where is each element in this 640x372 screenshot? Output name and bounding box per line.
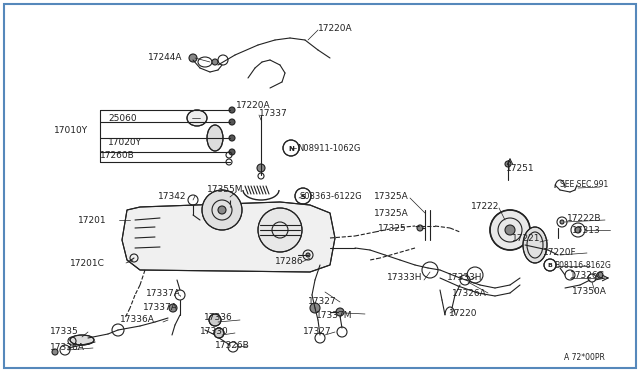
Circle shape [212, 59, 218, 65]
Text: 17221: 17221 [512, 234, 541, 243]
Text: 17325A: 17325A [374, 192, 409, 201]
Text: 17251: 17251 [506, 164, 534, 173]
Text: 17330: 17330 [200, 327, 228, 337]
Circle shape [417, 225, 423, 231]
Circle shape [229, 107, 235, 113]
Text: 17220A: 17220A [236, 100, 271, 109]
Text: 17220: 17220 [449, 308, 477, 317]
Text: 17220F: 17220F [543, 247, 577, 257]
Text: 17327: 17327 [308, 298, 337, 307]
Text: 17337: 17337 [259, 109, 288, 118]
Text: 17222B: 17222B [567, 214, 602, 222]
Text: 17010Y: 17010Y [54, 125, 88, 135]
Text: 17333H: 17333H [387, 273, 422, 282]
Circle shape [505, 225, 515, 235]
Circle shape [505, 161, 511, 167]
Text: 17333H: 17333H [447, 273, 483, 282]
Circle shape [336, 308, 344, 316]
Text: 17337M: 17337M [316, 311, 353, 321]
Text: 17325A: 17325A [374, 208, 409, 218]
Circle shape [52, 349, 58, 355]
Text: S08363-6122G: S08363-6122G [300, 192, 363, 201]
Text: 17326C: 17326C [570, 272, 605, 280]
Circle shape [295, 188, 311, 204]
Ellipse shape [207, 125, 223, 151]
Circle shape [306, 253, 310, 257]
Text: 17201C: 17201C [70, 259, 105, 267]
Text: 17336A: 17336A [50, 343, 85, 353]
Polygon shape [122, 202, 335, 272]
Ellipse shape [523, 227, 547, 263]
Text: 17337A: 17337A [146, 289, 181, 298]
Circle shape [544, 259, 556, 271]
Text: 17336: 17336 [204, 314, 233, 323]
Text: 17325: 17325 [378, 224, 406, 232]
Circle shape [310, 303, 320, 313]
Text: 25060: 25060 [108, 113, 136, 122]
Text: 17260B: 17260B [100, 151, 135, 160]
Text: 17020Y: 17020Y [108, 138, 142, 147]
Text: A 72*00PR: A 72*00PR [564, 353, 605, 362]
Ellipse shape [70, 335, 94, 345]
Text: N08911-1062G: N08911-1062G [297, 144, 360, 153]
Circle shape [257, 164, 265, 172]
Text: 17326B: 17326B [215, 341, 250, 350]
Circle shape [490, 210, 530, 250]
Text: 17336A: 17336A [120, 315, 155, 324]
Circle shape [560, 220, 564, 224]
Circle shape [169, 304, 177, 312]
Text: 17327: 17327 [303, 327, 332, 337]
Text: 17335: 17335 [50, 327, 79, 337]
Text: 17326A: 17326A [452, 289, 487, 298]
Text: S: S [301, 194, 305, 200]
Text: 17337A: 17337A [143, 302, 178, 311]
Text: SEE SEC.991: SEE SEC.991 [560, 180, 608, 189]
Text: B08116-8162G: B08116-8162G [554, 260, 611, 269]
Circle shape [189, 54, 197, 62]
Circle shape [214, 328, 224, 338]
Circle shape [202, 190, 242, 230]
Circle shape [218, 206, 226, 214]
Circle shape [229, 135, 235, 141]
Text: B: B [548, 263, 552, 268]
Text: N: N [288, 145, 294, 151]
Circle shape [258, 208, 302, 252]
Text: 17220A: 17220A [318, 23, 353, 32]
Text: 17355M: 17355M [207, 185, 243, 193]
Text: 17350A: 17350A [572, 288, 607, 296]
Circle shape [229, 119, 235, 125]
Ellipse shape [187, 110, 207, 126]
Text: 17313: 17313 [572, 225, 601, 234]
Circle shape [575, 227, 581, 233]
Text: 17286: 17286 [275, 257, 303, 266]
Text: 17222: 17222 [471, 202, 499, 211]
Circle shape [209, 314, 221, 326]
Circle shape [229, 149, 235, 155]
Circle shape [597, 272, 603, 278]
Text: 17342: 17342 [158, 192, 186, 201]
Text: 17244A: 17244A [148, 52, 182, 61]
Circle shape [283, 140, 299, 156]
Text: 17201: 17201 [78, 215, 107, 224]
